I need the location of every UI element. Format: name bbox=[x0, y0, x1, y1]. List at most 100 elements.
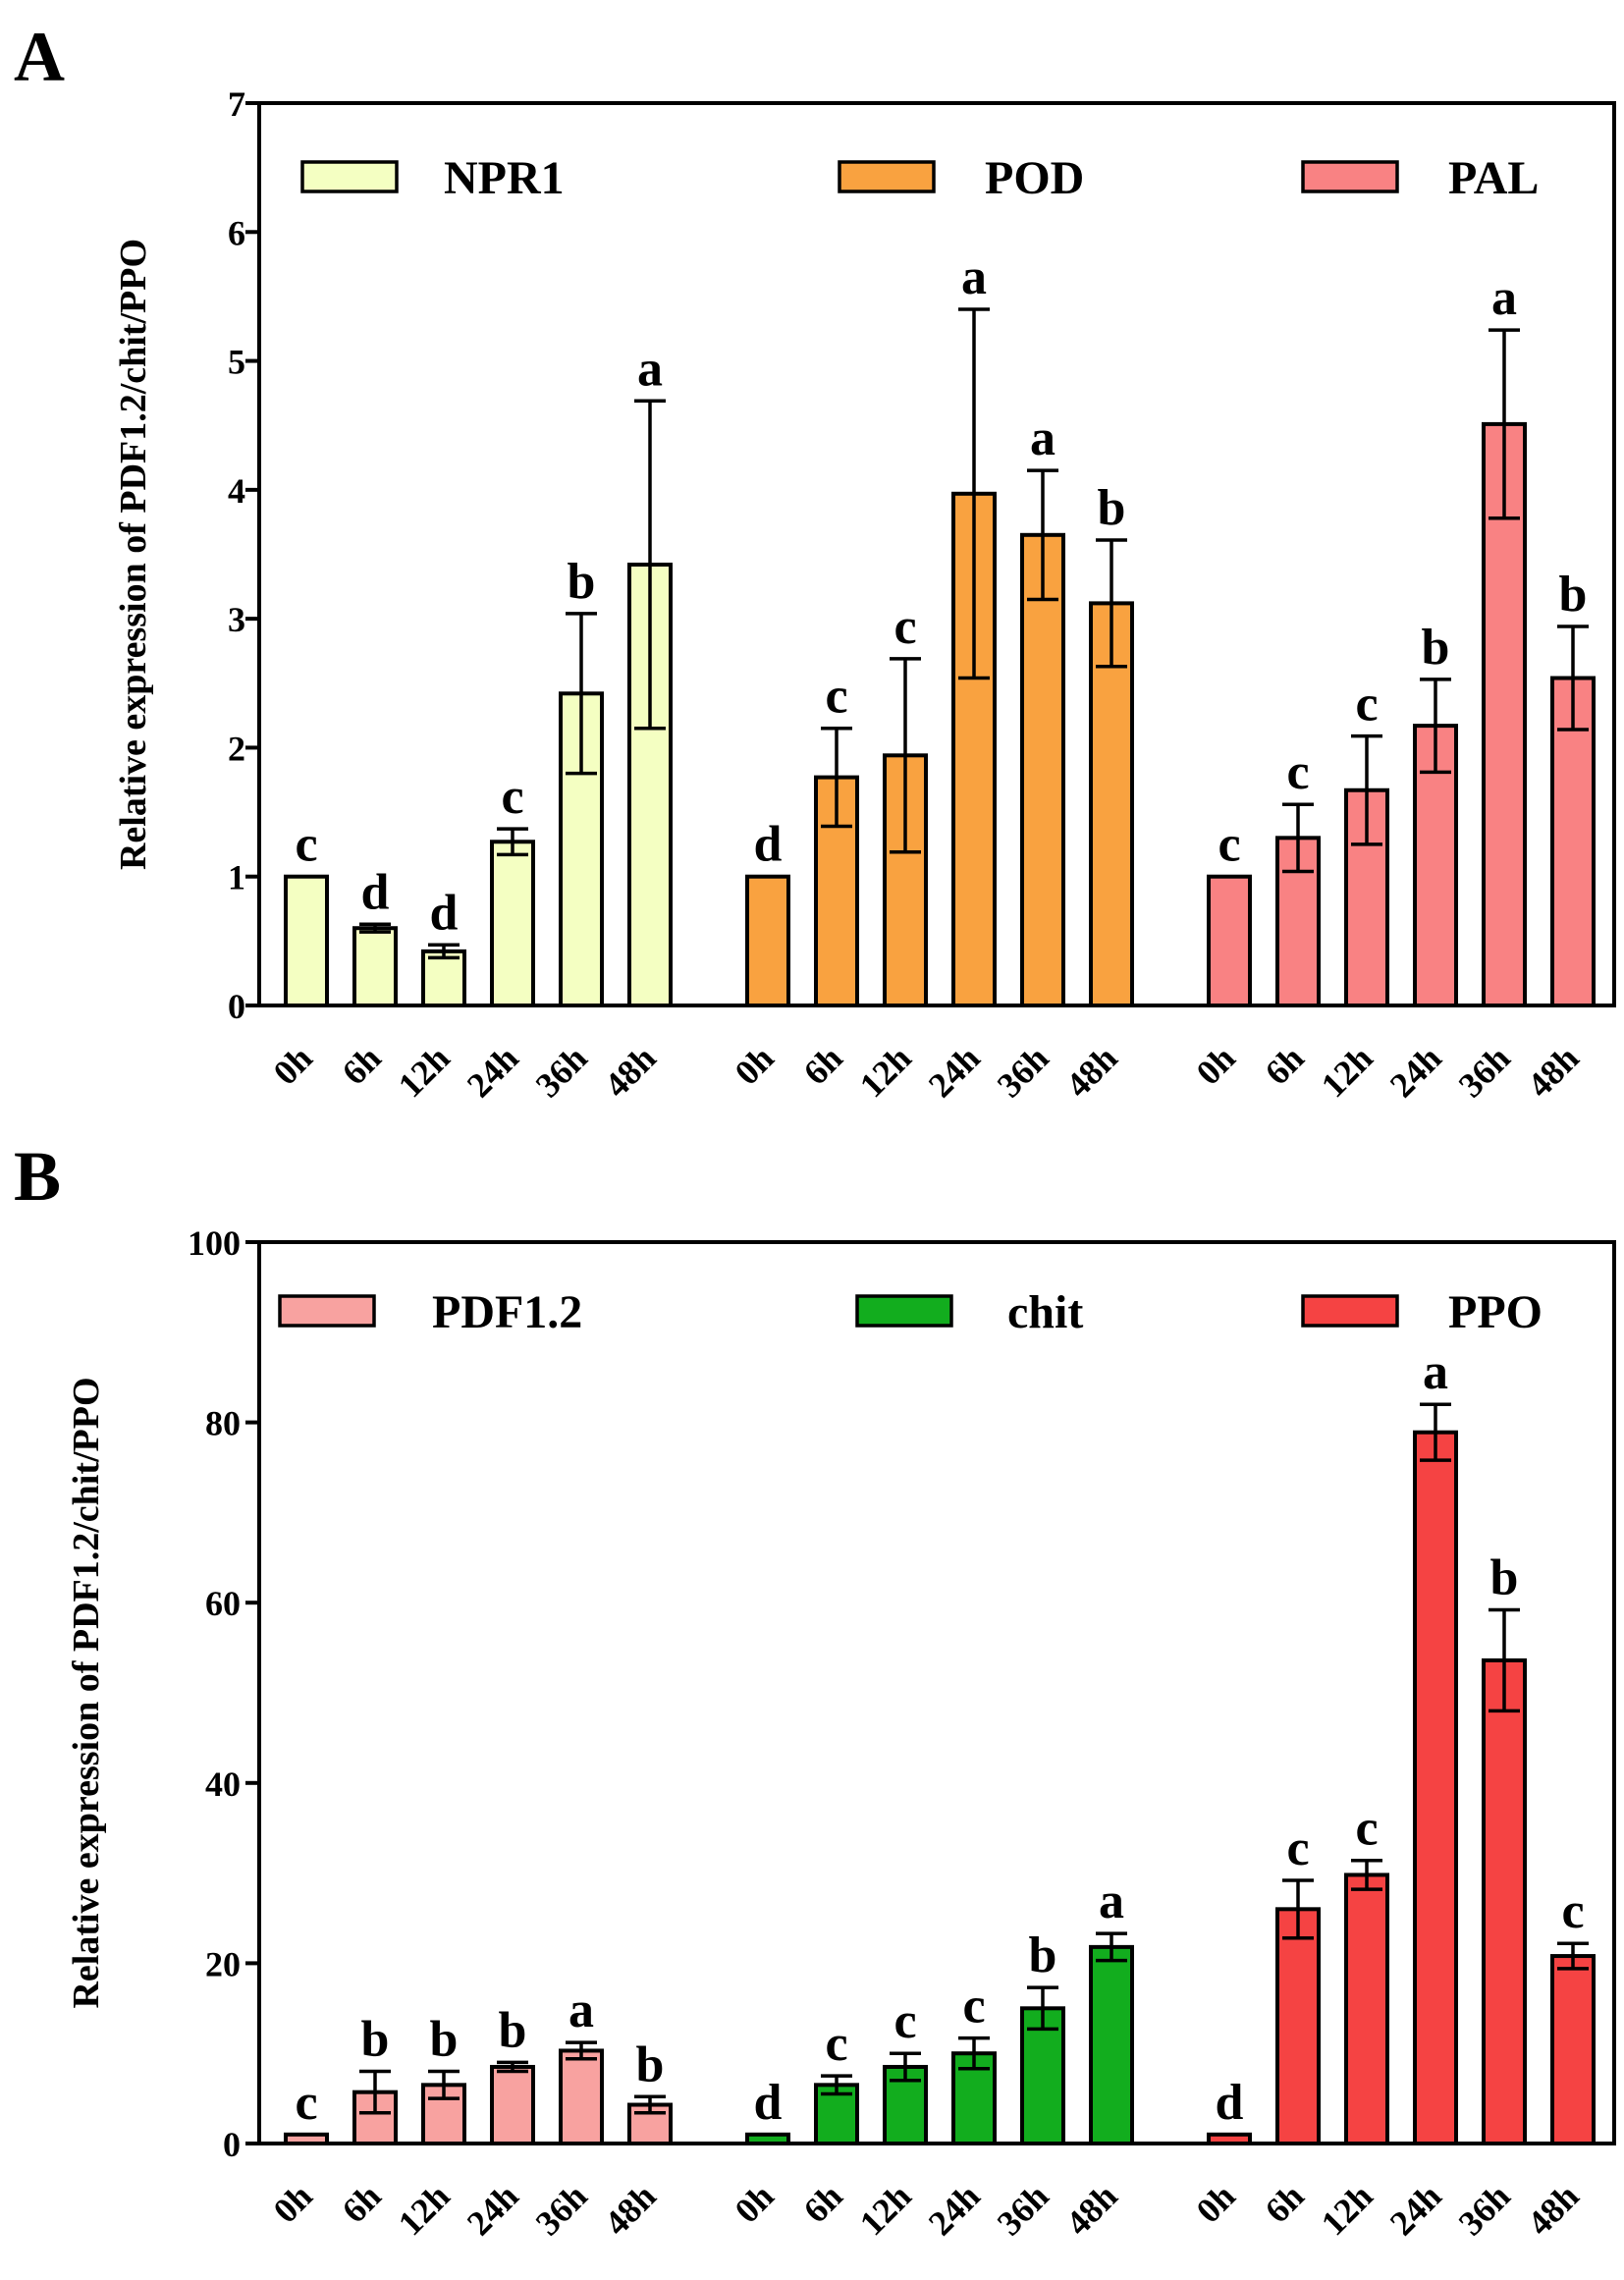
significance-letter: d bbox=[754, 817, 783, 873]
bar bbox=[352, 926, 398, 1008]
x-tick-label: 24h bbox=[1382, 2176, 1449, 2243]
legend-label: chit bbox=[1007, 1286, 1083, 1338]
bar bbox=[1550, 1954, 1596, 2146]
legend-swatch bbox=[300, 160, 399, 193]
significance-letter: a bbox=[961, 249, 987, 305]
significance-letter: c bbox=[501, 769, 523, 825]
bar bbox=[1344, 1873, 1389, 2146]
chart-panel-b: 0 20 40 60 80 100 Relative expression of PDF1.… bbox=[66, 1223, 1616, 2243]
significance-letter: c bbox=[1561, 1883, 1584, 1939]
legend-swatch bbox=[278, 1294, 376, 1328]
significance-letter: b bbox=[568, 554, 596, 610]
significance-letter: a bbox=[1423, 1344, 1448, 1400]
y-tick-label: 4 bbox=[228, 471, 245, 511]
significance-letter: c bbox=[825, 669, 847, 725]
x-tick-label: 36h bbox=[990, 2176, 1056, 2243]
y-tick-label: 100 bbox=[188, 1223, 241, 1263]
legend-label: NPR1 bbox=[444, 152, 565, 204]
y-tick-label: 6 bbox=[228, 213, 245, 252]
bar bbox=[1207, 874, 1252, 1008]
y-tick-label: 20 bbox=[205, 1944, 241, 1983]
y-axis-title: Relative expression of PDF1.2/chit/PPO bbox=[66, 1377, 107, 2008]
x-tick-label: 6h bbox=[795, 2176, 849, 2230]
panel-label-a: A bbox=[14, 18, 65, 96]
y-tick-label: 0 bbox=[223, 2125, 241, 2164]
significance-letter: c bbox=[1218, 817, 1240, 873]
bar bbox=[490, 2064, 535, 2145]
legend-label: POD bbox=[985, 152, 1084, 204]
significance-letter: c bbox=[962, 1979, 985, 2035]
bar bbox=[1020, 532, 1065, 1007]
bar bbox=[1482, 421, 1527, 1007]
x-tick-label: 24h bbox=[1382, 1038, 1449, 1105]
y-tick-label: 2 bbox=[228, 729, 245, 768]
x-tick-label: 36h bbox=[1451, 2176, 1518, 2243]
x-tick-label: 12h bbox=[1314, 2176, 1380, 2243]
significance-letter: c bbox=[893, 1993, 916, 2049]
legend-swatch bbox=[838, 160, 936, 193]
significance-letter: d bbox=[1216, 2075, 1244, 2131]
x-tick-label: 24h bbox=[921, 1038, 988, 1105]
x-tick-label: 24h bbox=[921, 2176, 988, 2243]
bar bbox=[559, 2048, 604, 2146]
bar bbox=[490, 840, 535, 1008]
significance-letter: a bbox=[637, 341, 663, 397]
x-tick-label: 24h bbox=[460, 1038, 526, 1105]
x-tick-label: 36h bbox=[528, 2176, 595, 2243]
significance-letter: c bbox=[1355, 677, 1378, 733]
legend-swatch bbox=[855, 1294, 953, 1328]
legend-swatch bbox=[1301, 1294, 1399, 1328]
x-tick-label: 6h bbox=[334, 2176, 388, 2230]
x-tick-label: 36h bbox=[1451, 1038, 1518, 1105]
significance-letter: b bbox=[361, 2012, 390, 2068]
x-tick-label: 48h bbox=[1058, 2176, 1125, 2243]
x-tick-label: 36h bbox=[990, 1038, 1056, 1105]
x-tick-label: 24h bbox=[460, 2176, 526, 2243]
significance-letter: a bbox=[568, 1982, 594, 2038]
bar bbox=[745, 874, 790, 1008]
x-tick-label: 6h bbox=[795, 1038, 849, 1092]
bar bbox=[559, 691, 604, 1007]
significance-letter: b bbox=[1029, 1927, 1057, 1983]
bar bbox=[1089, 1944, 1134, 2145]
legend-label: PDF1.2 bbox=[432, 1286, 582, 1338]
significance-letter: c bbox=[295, 817, 317, 873]
bar bbox=[284, 874, 329, 1008]
x-tick-label: 6h bbox=[334, 1038, 388, 1092]
x-tick-label: 48h bbox=[1520, 1038, 1587, 1105]
x-tick-label: 0h bbox=[265, 2176, 319, 2230]
significance-letter: c bbox=[1286, 744, 1309, 800]
x-tick-label: 0h bbox=[1188, 2176, 1242, 2230]
significance-letter: a bbox=[1030, 410, 1056, 466]
x-tick-label: 12h bbox=[1314, 1038, 1380, 1105]
x-tick-label: 0h bbox=[265, 1038, 319, 1092]
x-tick-label: 12h bbox=[852, 2176, 919, 2243]
y-tick-label: 1 bbox=[228, 858, 245, 897]
y-tick-label: 7 bbox=[228, 84, 245, 124]
legend-label: PPO bbox=[1448, 1286, 1543, 1338]
x-tick-label: 6h bbox=[1257, 1038, 1311, 1092]
y-tick-label: 0 bbox=[228, 987, 245, 1026]
y-tick-label: 5 bbox=[228, 343, 245, 382]
x-tick-label: 12h bbox=[391, 1038, 458, 1105]
y-tick-label: 80 bbox=[205, 1404, 241, 1443]
significance-letter: c bbox=[295, 2075, 317, 2131]
x-tick-label: 12h bbox=[391, 2176, 458, 2243]
x-tick-label: 48h bbox=[597, 1038, 664, 1105]
significance-letter: b bbox=[499, 2002, 527, 2058]
significance-letter: a bbox=[1491, 270, 1517, 326]
significance-letter: c bbox=[825, 2016, 847, 2072]
legend-label: PAL bbox=[1448, 152, 1539, 204]
plot-frame bbox=[257, 1240, 1616, 2145]
x-tick-label: 12h bbox=[852, 1038, 919, 1105]
significance-letter: d bbox=[361, 864, 390, 920]
y-tick-label: 60 bbox=[205, 1584, 241, 1623]
chart-panel-a: 0 1 2 3 4 5 6 7 Relative expression of PDF1.2/ch… bbox=[113, 84, 1616, 1105]
y-tick-label: 40 bbox=[205, 1764, 241, 1804]
x-tick-label: 48h bbox=[597, 2176, 664, 2243]
x-tick-label: 0h bbox=[727, 2176, 781, 2230]
x-tick-label: 48h bbox=[1520, 2176, 1587, 2243]
significance-letter: b bbox=[1422, 620, 1450, 676]
y-axis-title: Relative expression of PDF1.2/chit/PPO bbox=[113, 239, 154, 870]
